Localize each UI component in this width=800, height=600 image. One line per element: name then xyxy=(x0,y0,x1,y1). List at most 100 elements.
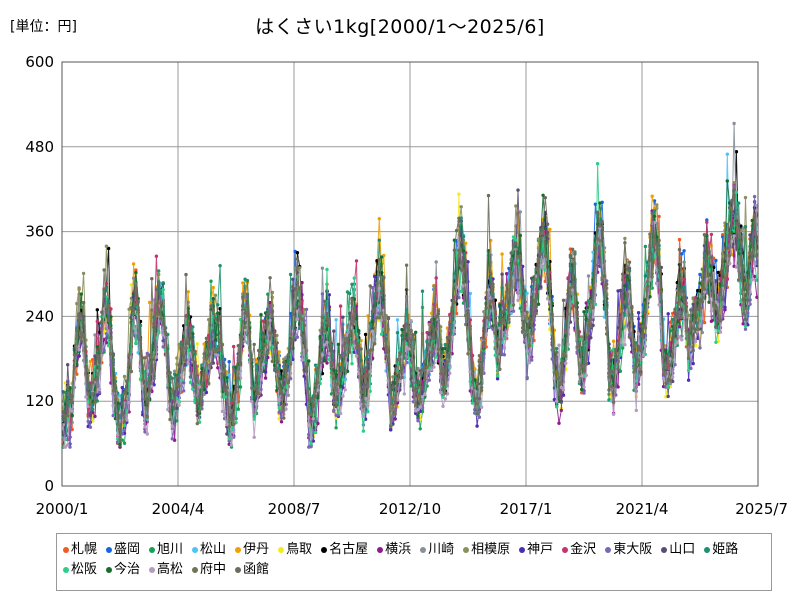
data-point xyxy=(468,291,472,296)
data-point xyxy=(309,442,313,446)
data-point xyxy=(104,332,109,336)
data-point xyxy=(97,390,102,394)
data-point xyxy=(634,341,638,345)
data-point xyxy=(714,258,718,263)
data-point xyxy=(427,322,431,327)
data-point xyxy=(379,332,384,336)
data-point xyxy=(325,361,329,365)
data-point xyxy=(457,295,461,300)
data-point xyxy=(461,235,466,239)
data-point xyxy=(518,210,522,214)
data-point xyxy=(245,278,250,283)
data-point xyxy=(232,344,236,349)
data-point xyxy=(202,392,206,397)
data-point xyxy=(122,428,127,432)
data-point xyxy=(532,327,536,332)
data-point xyxy=(295,251,300,255)
data-point xyxy=(523,289,527,293)
data-point xyxy=(95,319,100,324)
chart-title: はくさい1kg[2000/1～2025/6] xyxy=(255,16,545,38)
data-point xyxy=(470,401,475,405)
data-point xyxy=(66,363,70,367)
data-point xyxy=(95,308,100,312)
data-point xyxy=(238,317,243,322)
data-point xyxy=(277,410,281,414)
data-point xyxy=(682,249,686,253)
data-point xyxy=(104,244,109,248)
unit-label: [単位：円] xyxy=(10,19,77,35)
data-point xyxy=(525,375,529,380)
data-point xyxy=(561,393,566,397)
data-point xyxy=(91,407,95,412)
data-point xyxy=(418,427,422,431)
data-point xyxy=(154,254,159,258)
data-point xyxy=(591,250,595,254)
data-point xyxy=(263,360,268,365)
data-point xyxy=(77,354,81,358)
data-point xyxy=(227,373,231,377)
data-point xyxy=(705,220,709,224)
data-point xyxy=(682,260,686,264)
data-point xyxy=(559,408,563,413)
data-point xyxy=(131,276,136,280)
data-point xyxy=(721,314,725,319)
data-point xyxy=(752,194,757,199)
data-point xyxy=(63,390,68,395)
data-point xyxy=(227,360,231,364)
data-point xyxy=(643,244,648,249)
data-point xyxy=(395,318,400,322)
data-point xyxy=(175,413,179,417)
data-point xyxy=(657,214,661,219)
data-point xyxy=(468,318,472,322)
data-point xyxy=(741,322,745,326)
data-point xyxy=(636,311,641,315)
data-point xyxy=(609,353,613,357)
data-point xyxy=(186,290,190,294)
data-point xyxy=(621,346,625,350)
data-point xyxy=(725,277,729,281)
data-point xyxy=(457,192,461,196)
data-point xyxy=(159,292,163,296)
data-point xyxy=(261,319,265,323)
data-point xyxy=(327,293,331,297)
data-point xyxy=(216,366,220,370)
data-point xyxy=(682,285,686,289)
data-point xyxy=(277,350,281,354)
data-point xyxy=(737,201,741,205)
data-point xyxy=(502,353,507,357)
data-point xyxy=(702,320,707,325)
data-point xyxy=(325,267,329,272)
data-point xyxy=(225,432,229,436)
data-point xyxy=(172,369,177,373)
data-point xyxy=(732,121,736,126)
data-point xyxy=(341,315,345,319)
data-point xyxy=(743,225,748,229)
data-point xyxy=(129,283,134,287)
data-point xyxy=(677,310,682,315)
data-point xyxy=(643,286,648,291)
data-point xyxy=(213,293,218,297)
data-point xyxy=(366,410,370,414)
data-point xyxy=(352,276,356,280)
data-point xyxy=(161,345,165,349)
data-point xyxy=(277,366,281,370)
data-point xyxy=(650,194,654,198)
data-point xyxy=(618,288,623,293)
data-point xyxy=(568,320,573,324)
data-point xyxy=(122,423,127,428)
data-point xyxy=(752,274,757,279)
data-point xyxy=(332,329,336,333)
data-point xyxy=(691,361,695,366)
data-point xyxy=(279,369,284,373)
series-lines xyxy=(61,121,759,450)
data-point xyxy=(698,346,702,350)
data-point xyxy=(377,217,381,221)
data-point xyxy=(623,236,627,241)
data-point xyxy=(511,309,516,313)
data-point xyxy=(304,307,309,312)
data-point xyxy=(216,303,220,307)
data-point xyxy=(118,442,122,447)
data-point xyxy=(514,204,518,208)
data-point xyxy=(320,292,325,296)
data-point xyxy=(93,414,97,419)
